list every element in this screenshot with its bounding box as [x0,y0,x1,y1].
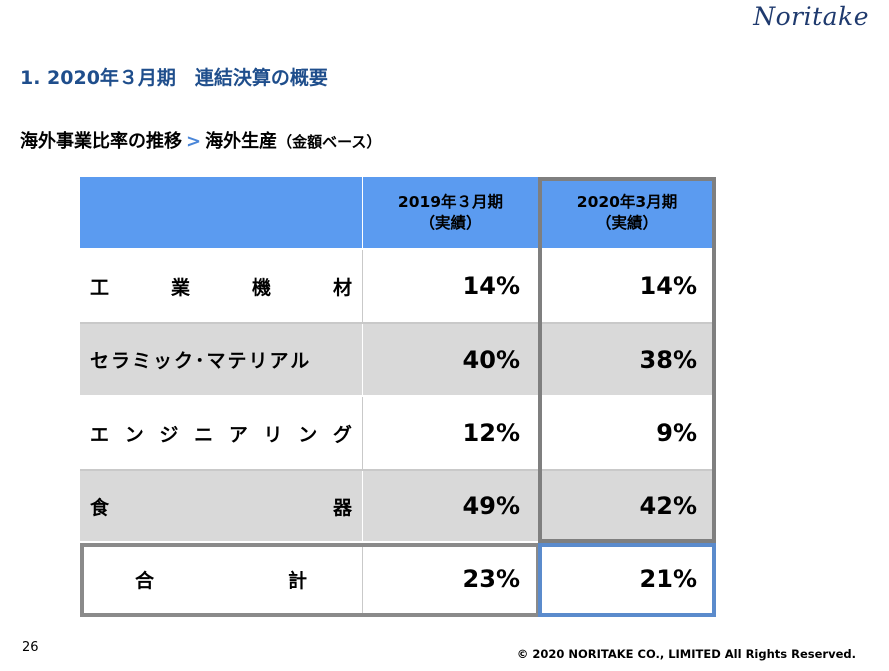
label-char: 計 [287,569,307,592]
label-char: 工 [90,276,110,299]
subtitle-focus: 海外生産 [205,131,278,152]
value-2019: 12% [363,397,539,471]
header-2019: 2019年３月期 （実績） [363,177,539,250]
header-2020-period: 2020年3月期 [576,192,678,211]
row-label-tableware: 食 器 [80,471,363,543]
label-char: グ [332,423,352,446]
label-char: ニ [194,423,214,446]
row-label-engineering: エ ン ジ ニ ア リ ン グ [80,397,363,471]
header-empty-cell [80,177,363,250]
value-2020: 42% [539,471,716,543]
label-char: 材 [332,276,352,299]
label-char: ジ [159,423,179,446]
total-2020: 21% [539,543,716,617]
table-row: エ ン ジ ニ ア リ ン グ 12% 9% [80,397,716,471]
label-char: 業 [170,276,190,299]
label-char: 器 [332,496,352,519]
subtitle-main: 海外事業比率の推移 [20,131,182,152]
section-subtitle: 海外事業比率の推移 > 海外生産（金額ベース） [20,127,381,153]
label-char: 機 [251,276,271,299]
label-char: リ [263,423,283,446]
label-text: セラミック･マテリアル [90,350,312,372]
row-label-total: 合 計 [80,543,363,617]
header-2020: 2020年3月期 （実績） [539,177,716,250]
label-char: ア [228,423,248,446]
label-char: 合 [135,569,155,592]
total-2019: 23% [363,543,539,617]
page-title: 1. 2020年３月期 連結決算の概要 [20,67,328,89]
value-2019: 14% [363,250,539,324]
value-2019: 49% [363,471,539,543]
value-2020: 14% [539,250,716,324]
table-row: セラミック･マテリアル 40% 38% [80,324,716,397]
overseas-production-table: 2019年３月期 （実績） 2020年3月期 （実績） 工 業 機 材 14% … [80,177,716,617]
header-2019-period: 2019年３月期 [397,192,504,211]
label-char: エ [90,423,110,446]
header-2020-note: （実績） [595,213,658,232]
noritake-logo: Noritake [753,2,869,31]
value-2020: 38% [539,324,716,397]
table-row: 食 器 49% 42% [80,471,716,543]
page-number: 26 [22,640,39,655]
label-char: ン [298,423,318,446]
arrow-right-icon: > [186,131,202,152]
table-header-row: 2019年３月期 （実績） 2020年3月期 （実績） [80,177,716,250]
table-row: 工 業 機 材 14% 14% [80,250,716,324]
table-total-row: 合 計 23% 21% [80,543,716,617]
row-label-industrial-materials: 工 業 機 材 [80,250,363,324]
row-label-ceramic-materials: セラミック･マテリアル [80,324,363,397]
subtitle-note: （金額ベース） [277,133,382,151]
label-char: ン [124,423,144,446]
value-2019: 40% [363,324,539,397]
label-char: 食 [90,496,110,519]
value-2020: 9% [539,397,716,471]
header-2019-note: （実績） [419,213,482,232]
copyright-notice: © 2020 NORITAKE CO., LIMITED All Rights … [516,647,856,661]
